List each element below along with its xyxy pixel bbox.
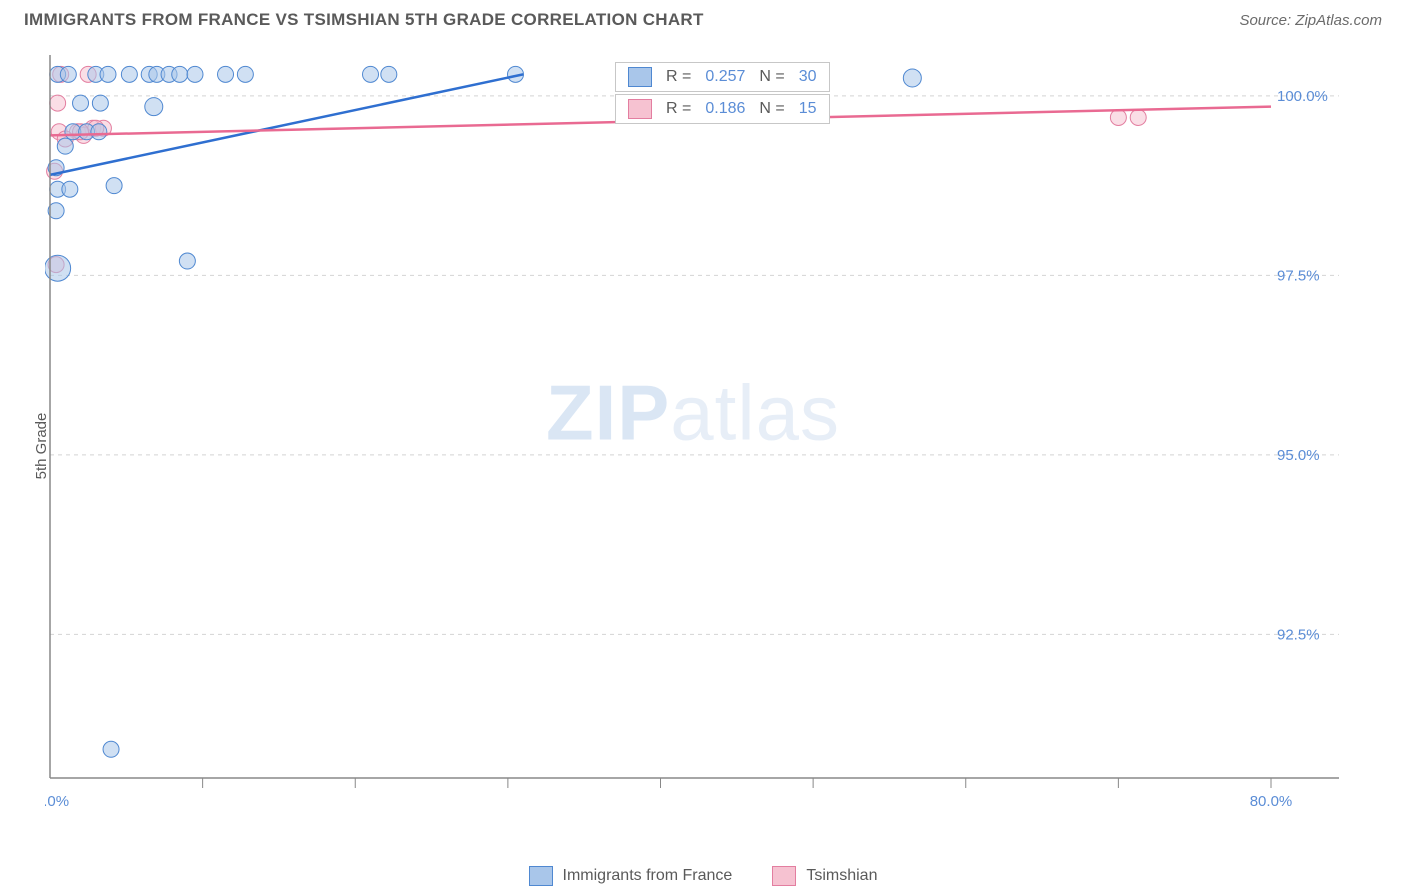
n-label-2: N = (759, 100, 784, 118)
r-value-1: 0.257 (705, 68, 745, 86)
chart-title: IMMIGRANTS FROM FRANCE VS TSIMSHIAN 5TH … (24, 10, 704, 30)
stat-box-series-1: R = 0.257 N = 30 (615, 62, 830, 92)
n-value-1: 30 (799, 68, 817, 86)
swatch-pink-icon (628, 99, 652, 119)
r-label-1: R = (666, 68, 691, 86)
svg-text:80.0%: 80.0% (1250, 793, 1293, 808)
svg-text:92.5%: 92.5% (1277, 626, 1320, 643)
source-attribution: Source: ZipAtlas.com (1239, 12, 1382, 29)
n-value-2: 15 (799, 100, 817, 118)
stat-box-series-2: R = 0.186 N = 15 (615, 94, 830, 124)
legend-swatch-pink-icon (772, 866, 796, 886)
legend-item-2: Tsimshian (772, 866, 877, 886)
plot-area: 92.5%95.0%97.5%100.0%0.0%80.0% ZIPatlas … (45, 48, 1341, 808)
bottom-legend: Immigrants from France Tsimshian (0, 866, 1406, 886)
svg-text:100.0%: 100.0% (1277, 88, 1328, 105)
r-value-2: 0.186 (705, 100, 745, 118)
n-label-1: N = (759, 68, 784, 86)
legend-item-1: Immigrants from France (529, 866, 733, 886)
chart-svg: 92.5% 95.0% 97.5% 100.0% 0.0% 80.0% (45, 48, 1341, 808)
legend-label-2: Tsimshian (806, 867, 877, 885)
svg-text:0.0%: 0.0% (45, 793, 69, 808)
header: IMMIGRANTS FROM FRANCE VS TSIMSHIAN 5TH … (0, 0, 1406, 36)
legend-swatch-blue-icon (529, 866, 553, 886)
r-label-2: R = (666, 100, 691, 118)
legend-label-1: Immigrants from France (563, 867, 733, 885)
svg-text:97.5%: 97.5% (1277, 267, 1320, 284)
swatch-blue-icon (628, 67, 652, 87)
svg-text:95.0%: 95.0% (1277, 447, 1320, 464)
